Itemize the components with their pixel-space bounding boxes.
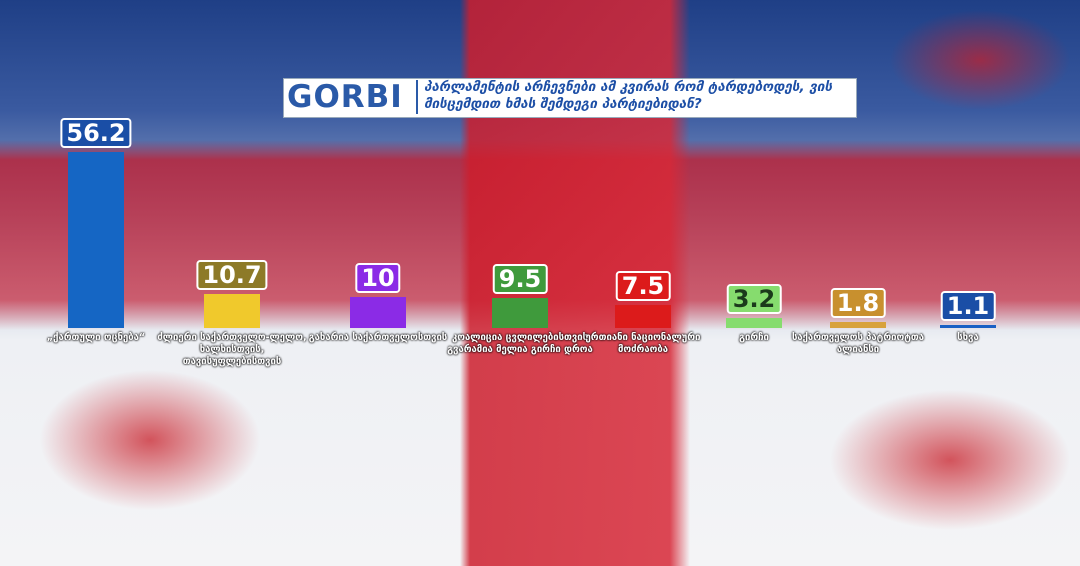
value-label: 1.1 <box>940 290 996 321</box>
value-label: 3.2 <box>726 283 782 314</box>
bar <box>726 317 782 328</box>
chart-title: პარლამენტის არჩევნები ამ კვირას რომ ტარდ… <box>424 79 833 112</box>
title-divider <box>416 80 418 114</box>
value-label: 9.5 <box>492 264 548 295</box>
logo: GORBI <box>287 79 403 115</box>
bar <box>830 322 886 328</box>
value-label: 7.5 <box>615 270 671 301</box>
bar <box>350 296 406 328</box>
value-label: 10.7 <box>196 260 268 291</box>
x-tick-label: ძლიერი საქართველო-ლელო, ხალხისთვის, თავი… <box>157 332 307 367</box>
bar <box>615 304 671 328</box>
bar <box>68 151 124 328</box>
title-box <box>283 78 857 118</box>
x-tick-label: საქართველოს პატრიოტთა ალიანსი <box>791 332 925 355</box>
x-tick-label: გახარია საქართველოსთვის <box>308 332 448 343</box>
value-label: 10 <box>355 262 401 293</box>
value-label: 56.2 <box>60 117 132 148</box>
x-tick-label: „ქართული ოცნება“ <box>46 332 146 343</box>
bar <box>492 298 548 328</box>
x-tick-label: ერთიანი ნაციონალური მოძრაობა <box>585 332 701 355</box>
bar <box>940 324 996 328</box>
x-tick-label: გირჩი <box>739 332 769 343</box>
x-tick-label: სხვა <box>957 332 979 343</box>
value-label: 1.8 <box>830 288 886 319</box>
bar <box>204 294 260 328</box>
x-tick-label: კოალიცია ცვლილებისთვის გვარამია მელია გი… <box>447 332 593 355</box>
